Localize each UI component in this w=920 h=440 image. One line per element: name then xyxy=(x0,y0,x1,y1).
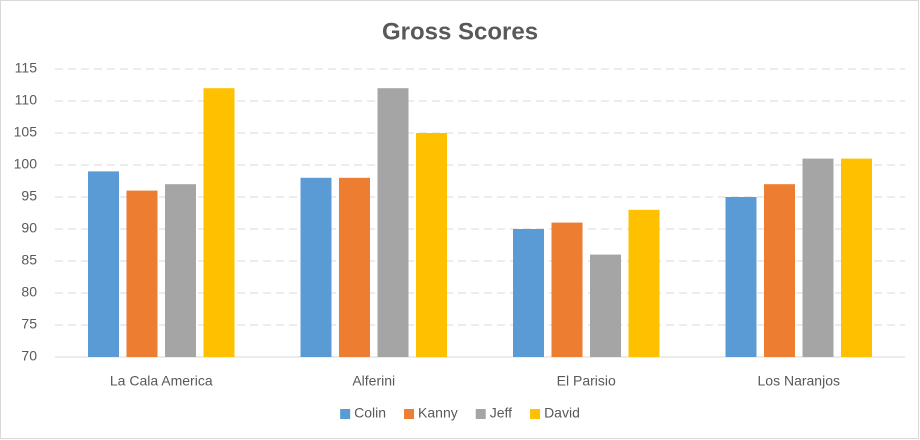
legend-swatch xyxy=(475,409,486,419)
legend-swatch xyxy=(340,409,351,419)
y-tick-label: 100 xyxy=(14,156,38,172)
bar xyxy=(802,158,834,357)
chart-title: Gross Scores xyxy=(382,18,538,45)
bar xyxy=(203,88,235,357)
bar xyxy=(513,229,544,357)
y-tick-label: 95 xyxy=(21,188,37,204)
x-tick-label: Los Naranjos xyxy=(758,373,841,389)
bar xyxy=(126,190,158,357)
bar xyxy=(551,222,583,357)
y-tick-label: 90 xyxy=(21,220,37,236)
x-tick-label: El Parisio xyxy=(557,373,616,389)
bar xyxy=(300,177,332,357)
bar xyxy=(377,88,409,357)
bar xyxy=(764,184,795,357)
legend-swatch xyxy=(404,409,415,419)
bar xyxy=(416,133,447,357)
y-tick-label: 75 xyxy=(21,316,37,332)
x-tick-label: La Cala America xyxy=(110,373,213,389)
y-tick-label: 80 xyxy=(21,284,37,300)
y-tick-label: 105 xyxy=(14,124,38,140)
y-tick-label: 70 xyxy=(21,348,37,364)
bar xyxy=(339,177,370,357)
legend-label: Jeff xyxy=(490,405,512,421)
bar xyxy=(88,171,119,357)
bar xyxy=(628,209,660,357)
bar xyxy=(165,184,196,357)
legend-label: Kanny xyxy=(418,405,458,421)
y-tick-label: 85 xyxy=(21,252,37,268)
y-tick-label: 115 xyxy=(15,60,38,76)
legend-label: Colin xyxy=(354,405,386,421)
x-tick-label: Alferini xyxy=(352,373,395,389)
y-tick-label: 110 xyxy=(15,92,38,108)
bar xyxy=(725,197,757,357)
bar xyxy=(590,254,621,357)
legend-label: David xyxy=(544,405,580,421)
bar xyxy=(841,158,872,357)
legend-swatch xyxy=(530,409,541,419)
